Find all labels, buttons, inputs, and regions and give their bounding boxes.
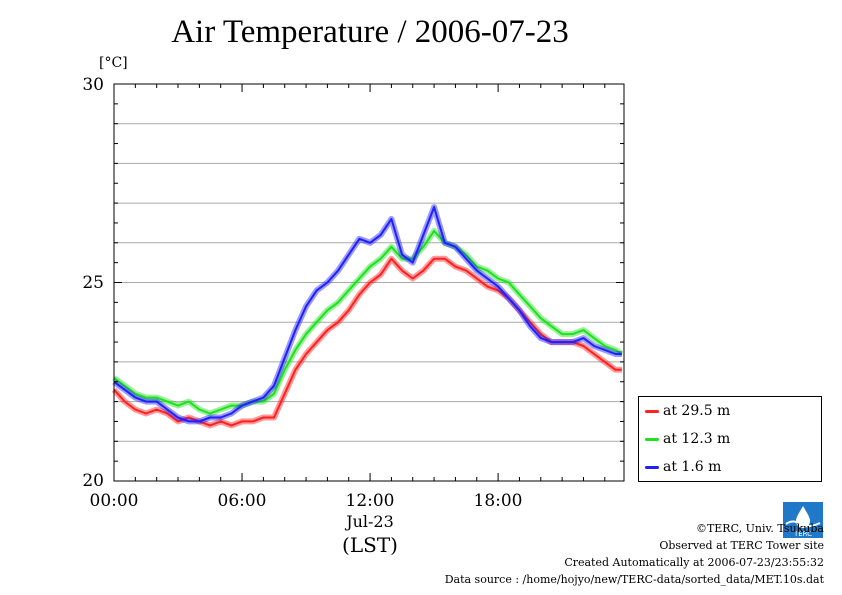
x-tick-label-1200: 12:00 bbox=[345, 491, 395, 511]
legend-item-1-6m: at 1.6 m bbox=[645, 457, 721, 477]
y-tick-label-30: 30 bbox=[82, 75, 104, 95]
legend-label-12-3m: at 12.3 m bbox=[663, 431, 731, 447]
y-tick-label-20: 20 bbox=[82, 471, 104, 491]
copyright-text: ©TERC, Univ. Tsukuba bbox=[695, 522, 824, 535]
x-unit-label: (LST) bbox=[342, 533, 398, 557]
x-tick-label-0600: 06:00 bbox=[217, 491, 267, 511]
legend-swatch-29-5m bbox=[645, 409, 659, 413]
legend-item-12-3m: at 12.3 m bbox=[645, 429, 730, 449]
series-line-2 bbox=[113, 206, 622, 423]
chart-title: Air Temperature / 2006-07-23 bbox=[171, 14, 569, 50]
y-tick-label-25: 25 bbox=[82, 273, 104, 293]
y-unit-label: [°C] bbox=[99, 55, 128, 71]
legend-label-1-6m: at 1.6 m bbox=[663, 459, 722, 475]
series-glow-2 bbox=[112, 204, 622, 425]
created-text: Created Automatically at 2006-07-23/23:5… bbox=[564, 556, 824, 569]
x-tick-label-1800: 18:00 bbox=[473, 491, 523, 511]
observed-text: Observed at TERC Tower site bbox=[659, 539, 824, 552]
x-date-label: Jul-23 bbox=[346, 512, 394, 531]
axis-ticks bbox=[113, 83, 624, 482]
series-line-1 bbox=[113, 229, 623, 415]
legend-item-29-5m: at 29.5 m bbox=[645, 401, 730, 421]
legend-swatch-1-6m bbox=[645, 465, 659, 469]
legend-swatch-12-3m bbox=[645, 437, 659, 441]
terc-logo-icon: TERC bbox=[783, 502, 823, 538]
logo-text: TERC bbox=[793, 530, 812, 538]
source-text: Data source : /home/hojyo/new/TERC-data/… bbox=[444, 573, 824, 586]
legend-label-29-5m: at 29.5 m bbox=[663, 403, 731, 419]
x-tick-label-0000: 00:00 bbox=[89, 491, 139, 511]
legend: at 29.5 m at 12.3 m at 1.6 m bbox=[638, 396, 822, 482]
series-layer bbox=[111, 204, 624, 429]
